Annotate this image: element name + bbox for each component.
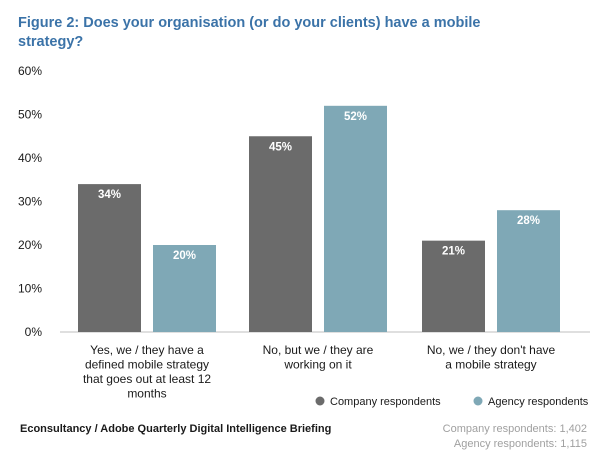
y-tick-label: 0% <box>25 325 43 339</box>
company-bar <box>78 184 141 332</box>
y-tick-label: 50% <box>18 108 42 122</box>
bar-value-label: 45% <box>269 141 292 153</box>
bar-value-label: 28% <box>517 215 540 227</box>
category-label: Yes, we / they have a defined mobile stra… <box>83 343 211 401</box>
y-axis: 0% 10% 20% 30% 40% 50% 60% <box>18 64 42 339</box>
agency-respondents-note: Agency respondents: 1,115 <box>454 438 587 450</box>
y-tick-label: 40% <box>18 151 42 165</box>
company-bar <box>249 136 312 332</box>
company-respondents-note: Company respondents: 1,402 <box>443 423 587 435</box>
company-bar <box>422 240 485 332</box>
agency-bar <box>324 105 387 332</box>
source-text: Econsultancy / Adobe Quarterly Digital I… <box>20 423 331 435</box>
legend: Company respondents Agency respondents <box>315 396 589 408</box>
bar-value-label: 20% <box>173 250 196 262</box>
bar-value-label: 34% <box>98 189 121 201</box>
agency-bar <box>497 210 560 332</box>
bars-layer: 34% 45% 21% 20% 52% 28% <box>78 105 560 332</box>
y-tick-label: 30% <box>18 195 42 209</box>
bar-value-label: 52% <box>344 111 367 123</box>
category-label: No, we / they don't have a mobile strateg… <box>427 343 556 372</box>
y-tick-label: 10% <box>18 282 42 296</box>
legend-label: Company respondents <box>330 396 441 408</box>
legend-swatch <box>315 396 325 406</box>
legend-swatch <box>473 396 483 406</box>
y-tick-label: 60% <box>18 64 42 78</box>
category-labels: Yes, we / they have a defined mobile stra… <box>83 343 556 401</box>
category-label: No, but we / they are working on it <box>263 343 374 372</box>
y-tick-label: 20% <box>18 238 42 252</box>
chart-title-line: Figure 2: Does your organisation (or do … <box>18 15 480 31</box>
bar-value-label: 21% <box>442 246 465 258</box>
chart-title-line: strategy? <box>18 34 83 50</box>
agency-bar <box>153 245 216 332</box>
legend-label: Agency respondents <box>488 396 589 408</box>
chart-title: Figure 2: Does your organisation (or do … <box>18 15 480 50</box>
